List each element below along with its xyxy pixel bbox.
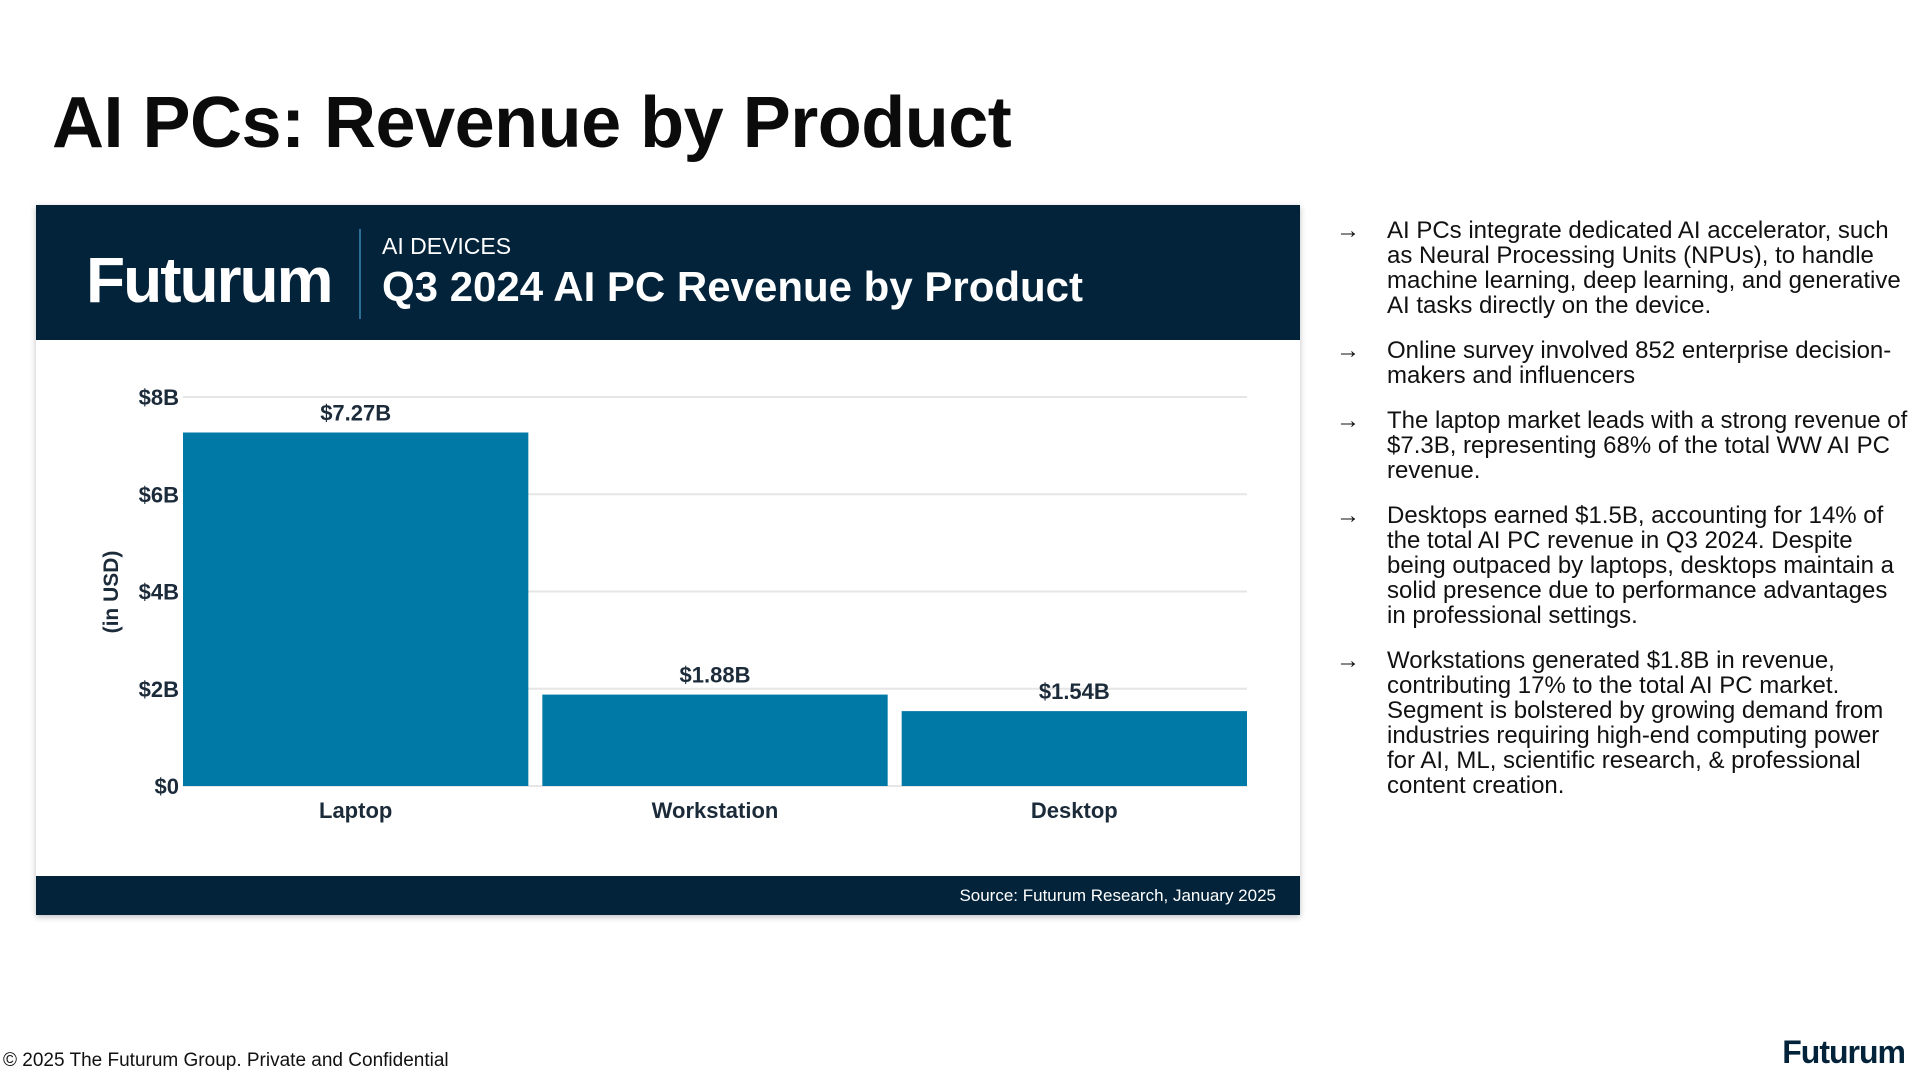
copyright: © 2025 The Futurum Group. Private and Co…: [3, 1050, 449, 1071]
data-label: $1.88B: [680, 663, 751, 688]
x-tick-label: Desktop: [1031, 798, 1118, 823]
bullet-text: Desktops earned $1.5B, accounting for 14…: [1387, 502, 1895, 629]
futurum-logo: Futurum: [86, 244, 333, 316]
arrow-right-icon: →: [1336, 217, 1360, 244]
arrow-right-icon: →: [1336, 502, 1360, 529]
y-tick-label: $0: [155, 774, 179, 799]
card-footer: Source: Futurum Research, January 2025: [36, 876, 1300, 915]
chart-title: Q3 2024 AI PC Revenue by Product: [382, 263, 1084, 310]
bullet-list: → AI PCs integrate dedicated AI accelerat…: [1330, 218, 1910, 818]
source-note: Source: Futurum Research, January 2025: [959, 886, 1276, 905]
bullet-item: → AI PCs integrate dedicated AI accelerat…: [1330, 218, 1910, 318]
x-tick-label: Workstation: [652, 798, 779, 823]
bullet-text: Workstations generated $1.8B in revenue,…: [1387, 647, 1884, 799]
bar-desktop: [901, 711, 1247, 786]
y-tick-label: $4B: [139, 580, 179, 605]
bullet-item: → Workstations generated $1.8B in revenue…: [1330, 648, 1910, 798]
data-label: $7.27B: [320, 400, 391, 425]
card-header: Futurum AI DEVICES Q3 2024 AI PC Revenue…: [36, 205, 1300, 340]
bullet-text: AI PCs integrate dedicated AI accelerato…: [1387, 217, 1901, 319]
futurum-brand-logo: Futurum: [1782, 1034, 1906, 1070]
y-tick-label: $6B: [139, 482, 179, 507]
page-title: AI PCs: Revenue by Product: [52, 83, 1012, 163]
bar-laptop: [183, 432, 529, 786]
bullet-text: The laptop market leads with a strong re…: [1387, 407, 1908, 484]
y-tick-label: $8B: [139, 385, 179, 410]
chart-card: Futurum AI DEVICES Q3 2024 AI PC Revenue…: [36, 205, 1300, 915]
bar-workstation: [542, 694, 888, 786]
bullet-text: Online survey involved 852 enterprise de…: [1387, 337, 1892, 389]
y-tick-label: $2B: [139, 677, 179, 702]
y-axis-label: (in USD): [100, 551, 123, 634]
header-divider: [359, 229, 361, 319]
bullet-item: → Desktops earned $1.5B, accounting for 1…: [1330, 503, 1910, 628]
arrow-right-icon: →: [1336, 647, 1360, 674]
bar-chart: $0 $2B $4B $6B $8B (in USD) $7.27B Laptop $1.88B…: [100, 385, 1247, 823]
bullet-item: → The laptop market leads with a strong r…: [1330, 408, 1910, 483]
card-kicker: AI DEVICES: [382, 233, 512, 259]
arrow-right-icon: →: [1336, 407, 1360, 434]
bullet-item: → Online survey involved 852 enterprise d…: [1330, 338, 1910, 388]
x-tick-label: Laptop: [319, 798, 392, 823]
arrow-right-icon: →: [1336, 337, 1360, 364]
data-label: $1.54B: [1039, 679, 1110, 704]
